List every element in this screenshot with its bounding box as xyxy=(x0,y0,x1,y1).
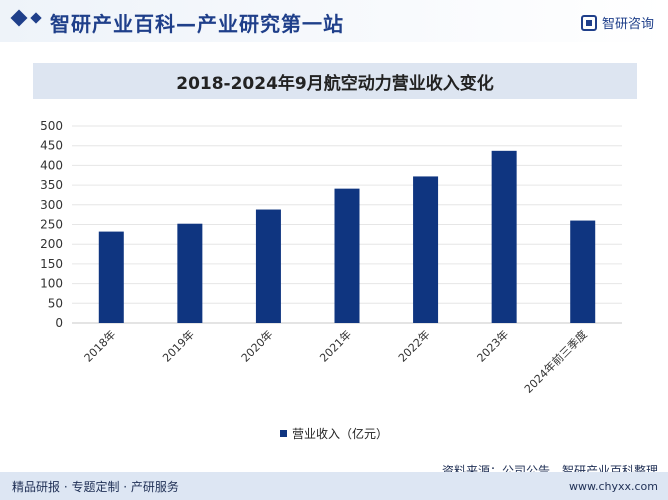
y-tick-label: 400 xyxy=(40,158,63,172)
y-tick-label: 50 xyxy=(48,296,63,310)
x-tick-label: 2023年 xyxy=(474,327,511,364)
header-bar: 智研产业百科—产业研究第一站 智研咨询 xyxy=(0,0,668,42)
bar xyxy=(255,209,281,323)
x-tick-label: 2018年 xyxy=(81,327,118,364)
x-tick-label: 2021年 xyxy=(317,327,354,364)
y-tick-label: 150 xyxy=(40,257,63,271)
y-tick-label: 0 xyxy=(55,316,63,330)
bar xyxy=(334,188,360,323)
brand: 智研咨询 xyxy=(580,13,654,32)
legend-swatch xyxy=(279,430,287,437)
y-tick-label: 200 xyxy=(40,237,63,251)
y-tick-label: 300 xyxy=(40,198,63,212)
bar xyxy=(413,176,439,323)
bar xyxy=(491,150,517,323)
footer-bar: 精品研报 · 专题定制 · 产研服务 www.chyxx.com xyxy=(0,472,668,500)
footer-slogan: 精品研报 · 专题定制 · 产研服务 xyxy=(12,480,179,494)
bar xyxy=(98,231,124,323)
y-tick-label: 350 xyxy=(40,178,63,192)
y-tick-label: 100 xyxy=(40,277,63,291)
brand-logo-icon xyxy=(580,14,597,31)
x-tick-label: 2024年前三季度 xyxy=(521,327,590,396)
chart-title-band: 2018-2024年9月航空动力营业收入变化 xyxy=(33,63,637,99)
footer-url[interactable]: www.chyxx.com xyxy=(568,480,658,493)
x-tick-label: 2019年 xyxy=(160,327,197,364)
y-tick-label: 500 xyxy=(40,119,63,133)
header-title: 智研产业百科—产业研究第一站 xyxy=(50,12,344,36)
chart-title: 2018-2024年9月航空动力营业收入变化 xyxy=(176,73,494,94)
bar xyxy=(570,220,596,323)
legend: 营业收入（亿元） xyxy=(0,425,668,442)
brand-name: 智研咨询 xyxy=(601,17,654,32)
legend-label: 营业收入（亿元） xyxy=(291,427,388,441)
y-tick-label: 450 xyxy=(40,139,63,153)
bar xyxy=(177,223,203,323)
x-tick-label: 2020年 xyxy=(238,327,275,364)
y-tick-label: 250 xyxy=(40,218,63,232)
x-tick-label: 2022年 xyxy=(395,327,432,364)
